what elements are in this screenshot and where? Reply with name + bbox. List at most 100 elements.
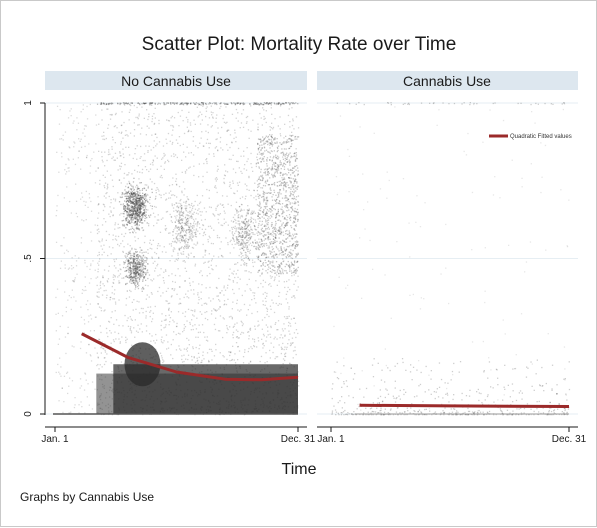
point [265, 340, 266, 341]
point [123, 178, 124, 179]
point [269, 263, 270, 264]
point [272, 144, 273, 145]
point [277, 148, 278, 149]
point [264, 234, 265, 235]
point [74, 407, 75, 408]
point [173, 153, 174, 154]
point [150, 214, 151, 215]
point [272, 269, 273, 270]
point [160, 353, 161, 354]
point [105, 197, 106, 198]
point [267, 218, 268, 219]
point [146, 272, 147, 273]
point [104, 364, 105, 365]
point [128, 271, 129, 272]
point [291, 318, 292, 319]
point [63, 237, 64, 238]
point [279, 189, 280, 190]
point [130, 279, 131, 280]
point [224, 211, 225, 212]
point [112, 137, 113, 138]
point [123, 157, 124, 158]
point [113, 186, 114, 187]
point [175, 233, 176, 234]
point [275, 237, 276, 238]
point [144, 265, 145, 266]
point [286, 219, 287, 220]
point [166, 291, 167, 292]
point [238, 211, 239, 212]
point [80, 348, 81, 349]
point [230, 184, 231, 185]
point [290, 202, 291, 203]
point [181, 192, 182, 193]
point [134, 283, 135, 284]
point [103, 175, 104, 176]
point [114, 224, 115, 225]
point [240, 309, 241, 310]
point [140, 218, 141, 219]
point [187, 147, 188, 148]
point [129, 296, 130, 297]
point [59, 358, 60, 359]
point [97, 196, 98, 197]
point [146, 134, 147, 135]
point [185, 231, 186, 232]
point [191, 131, 192, 132]
point [126, 304, 127, 305]
point [172, 184, 173, 185]
point [232, 114, 233, 115]
point [143, 308, 144, 309]
point [236, 329, 237, 330]
point [195, 145, 196, 146]
point [284, 316, 285, 317]
point [273, 256, 274, 257]
point [219, 300, 220, 301]
point [244, 164, 245, 165]
point [257, 194, 258, 195]
point [292, 191, 293, 192]
point [109, 154, 110, 155]
point [104, 252, 105, 253]
point [194, 356, 195, 357]
point [265, 270, 266, 271]
point [227, 287, 228, 288]
point [194, 244, 195, 245]
point [146, 217, 147, 218]
chart-title: Scatter Plot: Mortality Rate over Time [142, 34, 457, 55]
point [134, 268, 135, 269]
point [274, 251, 275, 252]
point [162, 357, 163, 358]
point [168, 288, 169, 289]
point [213, 256, 214, 257]
point [56, 330, 57, 331]
point [125, 220, 126, 221]
point [271, 327, 272, 328]
point [217, 179, 218, 180]
point [92, 260, 93, 261]
point [223, 294, 224, 295]
point [123, 261, 124, 262]
point [273, 270, 274, 271]
point [205, 234, 206, 235]
point [127, 205, 128, 206]
point [216, 118, 217, 119]
point [107, 336, 108, 337]
point [274, 242, 275, 243]
point [177, 231, 178, 232]
point [192, 314, 193, 315]
point [114, 126, 115, 127]
point [125, 283, 126, 284]
point [286, 264, 287, 265]
point [284, 241, 285, 242]
point [177, 255, 178, 256]
point [150, 205, 151, 206]
point [137, 283, 138, 284]
point [294, 350, 295, 351]
point [65, 268, 66, 269]
point [212, 112, 213, 113]
point [250, 195, 251, 196]
point [123, 213, 124, 214]
point [291, 297, 292, 298]
point [113, 259, 114, 260]
